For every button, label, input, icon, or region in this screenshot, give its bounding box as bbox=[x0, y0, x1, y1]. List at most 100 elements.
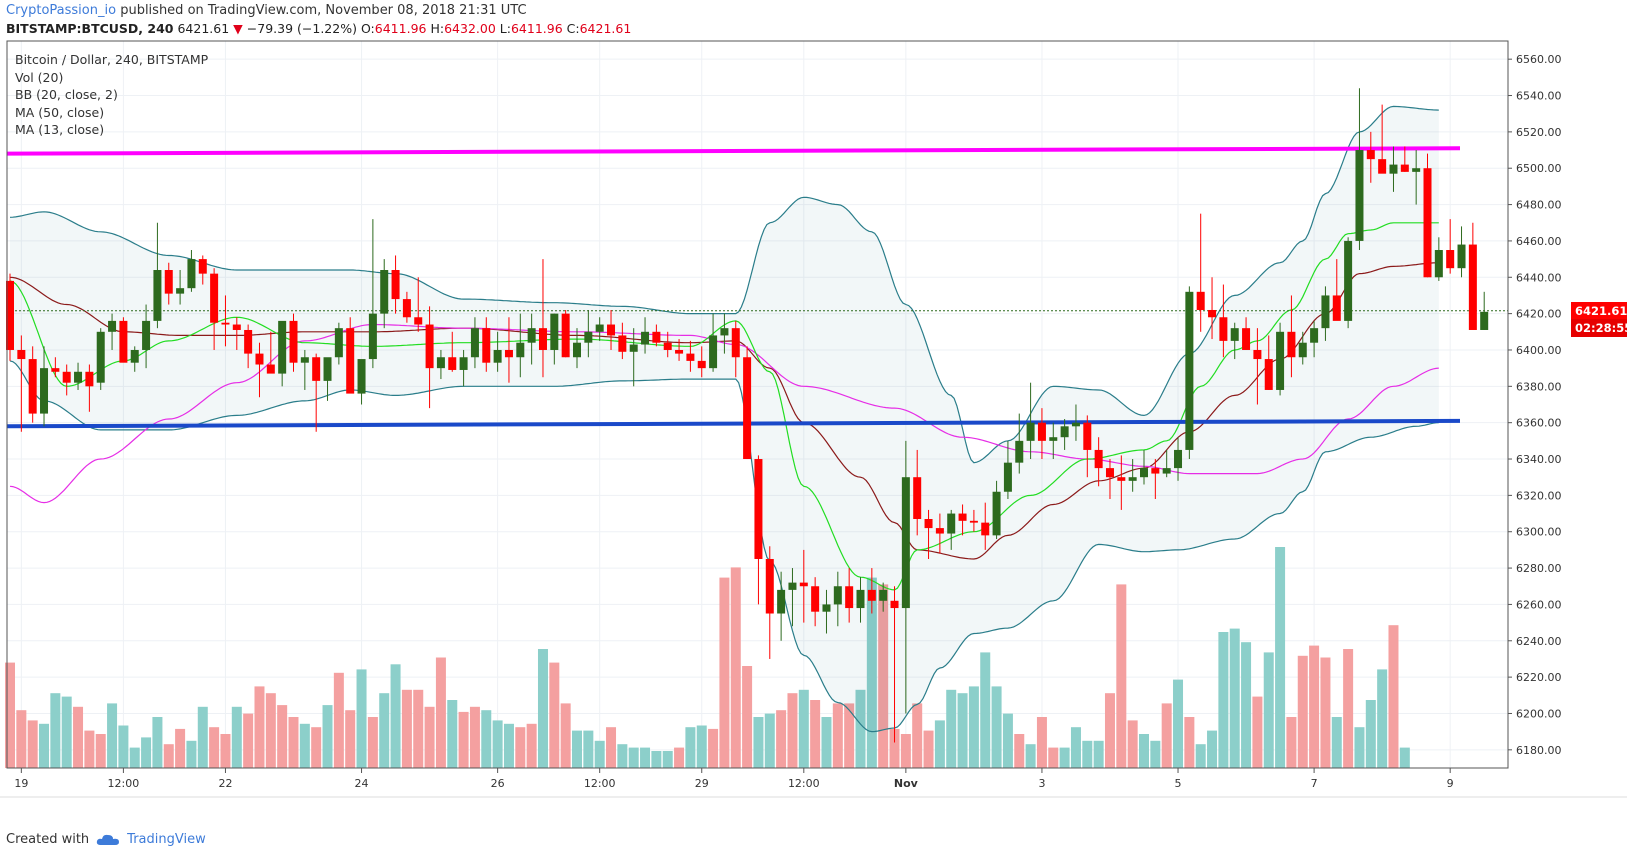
candle bbox=[924, 509, 933, 559]
volume-bar bbox=[696, 725, 707, 768]
volume-bar bbox=[311, 727, 322, 768]
candle-body bbox=[278, 320, 287, 374]
publish-info: CryptoPassion_io published on TradingVie… bbox=[6, 3, 527, 18]
candle-body bbox=[1049, 437, 1058, 441]
volume-bar bbox=[95, 734, 106, 768]
volume-bar bbox=[118, 725, 129, 768]
candle bbox=[1060, 419, 1069, 450]
candle-body bbox=[799, 582, 808, 587]
candle bbox=[1253, 328, 1262, 405]
candle-body bbox=[210, 273, 219, 323]
volume-bar bbox=[390, 664, 401, 768]
low-label: L: bbox=[499, 21, 511, 36]
candle bbox=[130, 346, 139, 372]
candle bbox=[1003, 440, 1012, 500]
legend-ma13[interactable]: MA (13, close) bbox=[15, 122, 105, 137]
candle bbox=[1378, 104, 1387, 174]
volume-bar bbox=[197, 706, 208, 768]
legend-ma50[interactable]: MA (50, close) bbox=[15, 104, 105, 120]
candle bbox=[788, 568, 797, 627]
candle bbox=[391, 255, 400, 314]
x-tick-label: 12:00 bbox=[108, 777, 140, 790]
candle-body bbox=[969, 520, 978, 523]
volume-bar bbox=[957, 693, 968, 768]
candle bbox=[901, 440, 910, 714]
candle bbox=[935, 513, 944, 554]
volume-bar bbox=[1354, 727, 1365, 768]
legend-bb[interactable]: BB (20, close, 2) bbox=[15, 87, 118, 102]
candle bbox=[504, 317, 513, 383]
candle bbox=[1389, 146, 1398, 192]
volume-bar bbox=[810, 700, 821, 768]
down-arrow-icon: ▼ bbox=[233, 21, 243, 36]
candle-body bbox=[1128, 477, 1137, 481]
volume-bar bbox=[594, 740, 605, 768]
volume-bar bbox=[1116, 584, 1127, 768]
volume-bar bbox=[1173, 679, 1184, 768]
candle-body bbox=[1105, 468, 1114, 478]
y-tick-label: 6420.00 bbox=[1516, 308, 1562, 321]
candle bbox=[890, 586, 899, 743]
candle-body bbox=[935, 528, 944, 534]
candle bbox=[550, 313, 559, 365]
volume-bar bbox=[367, 717, 378, 768]
candle-body bbox=[346, 328, 355, 394]
candle-body bbox=[981, 522, 990, 536]
candle-body bbox=[1287, 331, 1296, 358]
candle-body bbox=[380, 270, 389, 314]
candle bbox=[595, 317, 604, 341]
volume-bar bbox=[469, 706, 480, 768]
candle-body bbox=[1094, 449, 1103, 469]
volume-bar bbox=[526, 723, 537, 768]
volume-bar bbox=[1195, 744, 1206, 768]
volume-bar bbox=[231, 706, 242, 768]
y-tick-label: 6560.00 bbox=[1516, 53, 1562, 66]
candle-body bbox=[1060, 426, 1069, 438]
candle-body bbox=[788, 582, 797, 590]
candle bbox=[856, 577, 865, 623]
tradingview-link[interactable]: TradingView bbox=[127, 832, 206, 847]
candle-body bbox=[334, 328, 343, 358]
candle-body bbox=[1015, 440, 1024, 463]
volume-bar bbox=[515, 727, 526, 768]
volume-bar bbox=[1263, 652, 1274, 768]
candle bbox=[1344, 237, 1353, 329]
published-text: published on TradingView.com, November 0… bbox=[120, 3, 527, 18]
candle-body bbox=[913, 477, 922, 520]
candle-body bbox=[312, 357, 321, 381]
publisher-link[interactable]: CryptoPassion_io bbox=[6, 3, 117, 18]
candle bbox=[913, 449, 922, 536]
candle-body bbox=[470, 328, 479, 358]
candle bbox=[1037, 408, 1046, 460]
volume-bar bbox=[254, 686, 265, 768]
volume-bar bbox=[107, 703, 118, 768]
candle-body bbox=[561, 313, 570, 358]
candle bbox=[187, 250, 196, 292]
candle bbox=[402, 291, 411, 323]
candle bbox=[40, 346, 49, 427]
volume-bar bbox=[991, 686, 1002, 768]
x-tick-label: 12:00 bbox=[788, 777, 820, 790]
candle bbox=[1366, 131, 1375, 183]
candle bbox=[1264, 335, 1273, 390]
candle-body bbox=[856, 589, 865, 609]
y-tick-label: 6380.00 bbox=[1516, 380, 1562, 393]
y-tick-label: 6540.00 bbox=[1516, 90, 1562, 103]
candle bbox=[368, 219, 377, 369]
candle-body bbox=[119, 320, 128, 363]
volume-bar bbox=[458, 711, 469, 768]
volume-bar bbox=[447, 700, 458, 768]
volume-bar bbox=[50, 693, 61, 768]
volume-bar bbox=[401, 689, 412, 768]
candle-body bbox=[527, 328, 536, 343]
candle-body bbox=[187, 259, 196, 289]
legend-vol[interactable]: Vol (20) bbox=[15, 69, 64, 85]
x-tick-label: 9 bbox=[1447, 777, 1454, 790]
candle-body bbox=[40, 368, 49, 414]
candle bbox=[675, 339, 684, 361]
candle-body bbox=[62, 371, 71, 383]
candle-body bbox=[867, 589, 876, 601]
candle bbox=[1219, 284, 1228, 358]
volume-bar bbox=[719, 577, 730, 768]
